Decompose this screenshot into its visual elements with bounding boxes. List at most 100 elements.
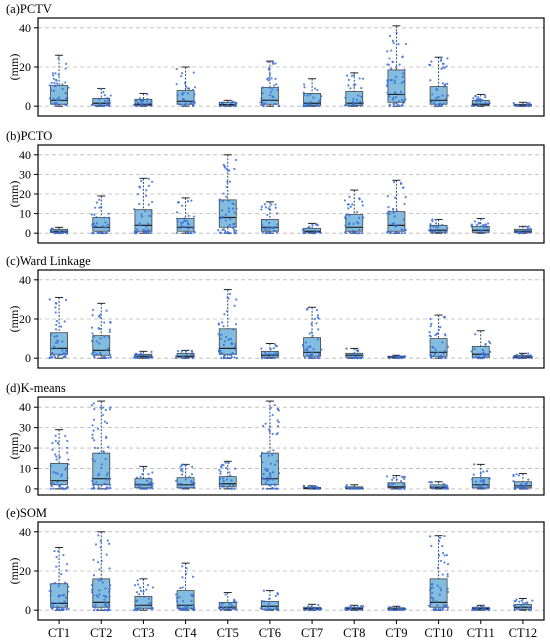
data-point	[513, 609, 516, 612]
data-point	[260, 97, 263, 100]
data-point	[477, 96, 480, 99]
data-point	[54, 439, 57, 443]
data-point	[227, 210, 231, 213]
data-point	[263, 227, 266, 230]
data-point	[431, 229, 434, 233]
data-point	[186, 87, 190, 90]
data-point	[222, 485, 225, 488]
data-point	[97, 486, 100, 489]
data-point	[220, 465, 223, 469]
box-CT11	[471, 604, 491, 612]
data-point	[320, 348, 323, 351]
data-point	[344, 485, 347, 489]
data-point	[145, 225, 148, 228]
data-point	[60, 325, 63, 328]
data-point	[437, 96, 440, 99]
data-point	[54, 306, 57, 309]
data-point	[260, 223, 264, 226]
data-point	[401, 55, 404, 58]
data-point	[104, 587, 107, 590]
data-point	[442, 604, 445, 607]
data-point	[90, 588, 94, 591]
data-point	[275, 83, 278, 86]
data-point	[522, 105, 525, 108]
data-point	[402, 355, 405, 358]
data-point	[275, 231, 278, 234]
data-point	[109, 406, 112, 409]
data-point	[228, 223, 232, 227]
data-point	[138, 222, 141, 225]
data-point	[185, 350, 188, 353]
data-point	[354, 231, 357, 234]
data-point	[56, 82, 59, 85]
data-point	[482, 604, 485, 607]
data-point	[272, 84, 276, 87]
data-point	[276, 487, 279, 490]
x-tick-label: CT12	[509, 626, 537, 640]
data-point	[106, 422, 109, 425]
data-point	[356, 211, 359, 214]
data-point	[438, 593, 441, 596]
data-point	[148, 602, 151, 605]
data-point	[147, 177, 150, 180]
data-point	[105, 553, 108, 556]
data-point	[429, 603, 432, 606]
y-axis-label: (mm)	[7, 54, 21, 81]
data-point	[227, 607, 231, 610]
data-point	[520, 599, 523, 602]
panel-title: (b)PCTO	[6, 129, 52, 143]
data-point	[355, 101, 359, 104]
data-point	[437, 328, 440, 332]
data-point	[357, 486, 360, 490]
data-point	[439, 608, 442, 612]
data-point	[93, 446, 96, 449]
data-point	[526, 487, 529, 490]
data-point	[476, 605, 479, 609]
y-tick-label: 20	[19, 564, 31, 578]
data-point	[220, 356, 223, 360]
data-point	[150, 100, 153, 103]
data-point	[432, 225, 435, 228]
data-point	[150, 209, 153, 213]
data-point	[137, 223, 140, 227]
data-point	[267, 352, 271, 355]
data-point	[430, 100, 433, 104]
data-point	[437, 226, 440, 229]
data-point	[193, 102, 196, 105]
data-point	[177, 605, 180, 608]
data-point	[106, 96, 109, 100]
data-point	[525, 104, 528, 107]
data-point	[398, 605, 401, 608]
box-iqr	[50, 332, 68, 355]
data-point	[320, 95, 323, 98]
data-point	[388, 103, 392, 106]
y-axis-label: (mm)	[7, 306, 21, 333]
data-point	[277, 352, 280, 356]
data-point	[49, 487, 52, 490]
data-point	[232, 227, 235, 230]
data-point	[181, 565, 184, 568]
data-point	[223, 105, 226, 108]
data-point	[94, 603, 97, 607]
data-point	[177, 102, 180, 106]
data-point	[310, 353, 313, 356]
data-point	[136, 230, 139, 234]
data-point	[318, 231, 322, 234]
data-point	[64, 81, 67, 84]
data-point	[388, 34, 392, 38]
data-point	[106, 539, 109, 542]
data-point	[104, 221, 107, 224]
data-point	[260, 208, 263, 211]
data-point	[361, 200, 364, 203]
data-point	[269, 475, 272, 478]
data-point	[50, 89, 53, 92]
data-point	[275, 212, 279, 215]
data-point	[51, 604, 55, 607]
data-point	[472, 105, 475, 108]
data-point	[429, 535, 432, 538]
data-point	[444, 97, 448, 100]
data-point	[394, 96, 397, 99]
data-point	[428, 229, 431, 232]
data-point	[398, 608, 401, 611]
data-point	[273, 404, 276, 407]
